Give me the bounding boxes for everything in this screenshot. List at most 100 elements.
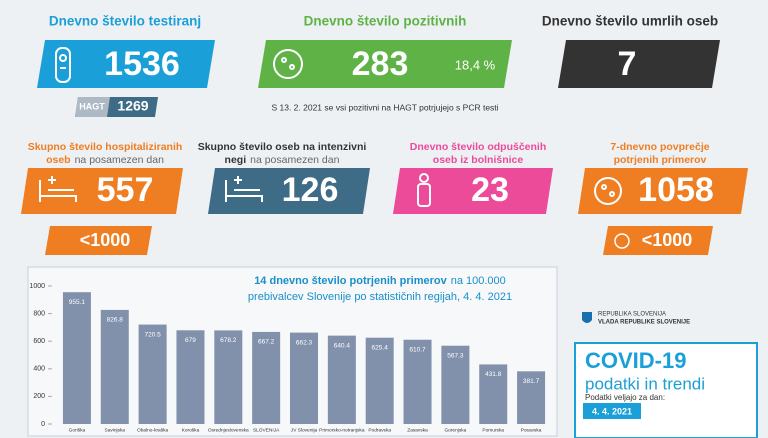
- gov-line2: VLADA REPUBLIKE SLOVENIJE: [598, 320, 690, 326]
- hosp-threshold: <1000: [80, 230, 131, 250]
- average-title-2: potrjenih primerov: [614, 154, 707, 166]
- deaths-value: 7: [618, 45, 637, 83]
- bar: [479, 364, 508, 424]
- discharged-card: [393, 168, 553, 214]
- bar-label: 720.5: [144, 331, 161, 338]
- footer-date-box: [583, 403, 641, 419]
- positive-title: Dnevno število pozitivnih: [304, 14, 467, 29]
- hosp-card: [21, 168, 183, 214]
- discharged-value: 23: [471, 171, 509, 209]
- average-pill: [603, 226, 713, 255]
- y-tick-label: 800: [33, 310, 45, 317]
- x-tick-label: Primorsko-notranjska: [319, 427, 365, 433]
- bar: [441, 345, 470, 424]
- gov-line1: REPUBLIKA SLOVENIJA: [598, 312, 666, 318]
- x-tick-label: Goriška: [69, 427, 86, 433]
- x-tick-label: Koroška: [182, 427, 200, 433]
- x-tick-label: Posavska: [521, 427, 542, 433]
- bar-label: 662.3: [296, 339, 313, 346]
- x-tick-label: Gorenjska: [444, 427, 466, 433]
- x-tick-label: Obalno-kraška: [137, 427, 169, 433]
- bar-label: 381.7: [523, 378, 540, 385]
- bar-label: 678.2: [220, 337, 237, 344]
- bar-label: 431.8: [485, 371, 502, 378]
- bar: [403, 339, 432, 424]
- bar: [176, 330, 205, 424]
- footer-subtitle: podatki in trendi: [585, 374, 705, 393]
- tests-title: Dnevno število testiranj: [49, 14, 201, 29]
- x-tick-label: JV Slovenija: [291, 427, 318, 433]
- average-threshold: <1000: [642, 230, 693, 250]
- positive-card: [258, 40, 512, 88]
- discharged-title: Dnevno število odpuščenih: [410, 141, 547, 153]
- footer-date-label: Podatki veljajo za dan:: [585, 393, 665, 402]
- footer-title: COVID-19: [585, 348, 686, 373]
- icu-suffix: na posamezen dan: [250, 154, 339, 166]
- tests-card: [37, 40, 215, 88]
- deaths-title: Dnevno število umrlih oseb: [542, 14, 718, 29]
- footer-date: 4. 4. 2021: [592, 406, 632, 416]
- bar-label: 610.7: [409, 346, 426, 353]
- bar: [365, 337, 394, 424]
- deaths-card: [558, 40, 720, 88]
- hagt-label-bg: [75, 97, 110, 117]
- bar-label: 625.4: [372, 344, 389, 351]
- bar-label: 955.1: [69, 299, 86, 306]
- hosp-pill: [45, 226, 152, 255]
- chart-title: 14 dnevno število potrjenih primerov: [254, 275, 447, 287]
- bar: [214, 330, 243, 424]
- hosp-title: Skupno število hospitaliziranih: [28, 141, 183, 153]
- plot: 0 200 400 600 800 1000 955.1 Goriška 826.8 Savinj…: [29, 283, 546, 433]
- bar: [62, 292, 91, 424]
- virus-icon: [273, 49, 303, 79]
- bar: [289, 332, 319, 424]
- bed-icon: [39, 176, 77, 202]
- x-tick-label: Pomurska: [482, 427, 504, 433]
- chart-subtitle-2: prebivalcev Slovenije po statističnih re…: [248, 291, 512, 303]
- coat-of-arms: [582, 312, 592, 323]
- icu-icon: [225, 176, 263, 202]
- icu-card: [208, 168, 370, 214]
- chart-subtitle-1: na 100.000: [451, 275, 506, 287]
- x-tick-label: Podravska: [368, 427, 391, 433]
- positive-share: 18,4 %: [455, 57, 496, 72]
- icu-title: Skupno število oseb na intenzivni: [198, 141, 367, 153]
- y-tick-label: 400: [33, 366, 45, 373]
- footer-box: [574, 342, 758, 438]
- y-tick-label: 600: [33, 338, 45, 345]
- bar-label: 679: [185, 337, 196, 344]
- bar: [327, 335, 356, 424]
- x-tick-label: SLOVENIJA: [253, 427, 280, 433]
- icu-title-2: negi: [225, 154, 247, 166]
- average-value: 1058: [638, 171, 714, 209]
- hagt-value: 1269: [117, 98, 148, 114]
- hosp-value: 557: [97, 171, 154, 209]
- positive-note: S 13. 2. 2021 se vsi pozitivni na HAGT p…: [271, 102, 498, 112]
- x-tick-label: Zasavska: [407, 427, 428, 433]
- chart-title-line: 14 dnevno število potrjenih primerov na 1…: [254, 275, 506, 287]
- bar: [517, 371, 546, 424]
- average-title: 7-dnevno povprečje: [610, 141, 709, 153]
- x-tick-label: Osrednjeslovenska: [208, 427, 249, 433]
- y-tick-label: 1000: [29, 283, 45, 290]
- average-card: [578, 168, 748, 214]
- icu-value: 126: [282, 171, 339, 209]
- bar: [252, 331, 281, 424]
- bar-label: 826.8: [107, 317, 124, 324]
- y-tick-label: 200: [33, 393, 45, 400]
- bar-label: 567.3: [447, 352, 464, 359]
- bar-label: 640.4: [334, 342, 351, 349]
- bar-label: 667.2: [258, 339, 275, 346]
- hosp-title-2: oseb: [46, 154, 71, 166]
- bar: [100, 309, 129, 424]
- hosp-title-line: oseb na posamezen dan: [46, 154, 164, 166]
- hosp-suffix: na posamezen dan: [75, 154, 164, 166]
- bar: [138, 324, 167, 424]
- hagt-label: HAGT: [79, 101, 105, 111]
- test-icon: [55, 47, 71, 83]
- tests-value: 1536: [104, 45, 180, 83]
- y-tick-label: 0: [41, 421, 45, 428]
- person-icon: [417, 173, 431, 207]
- virus-icon-3: [614, 233, 630, 249]
